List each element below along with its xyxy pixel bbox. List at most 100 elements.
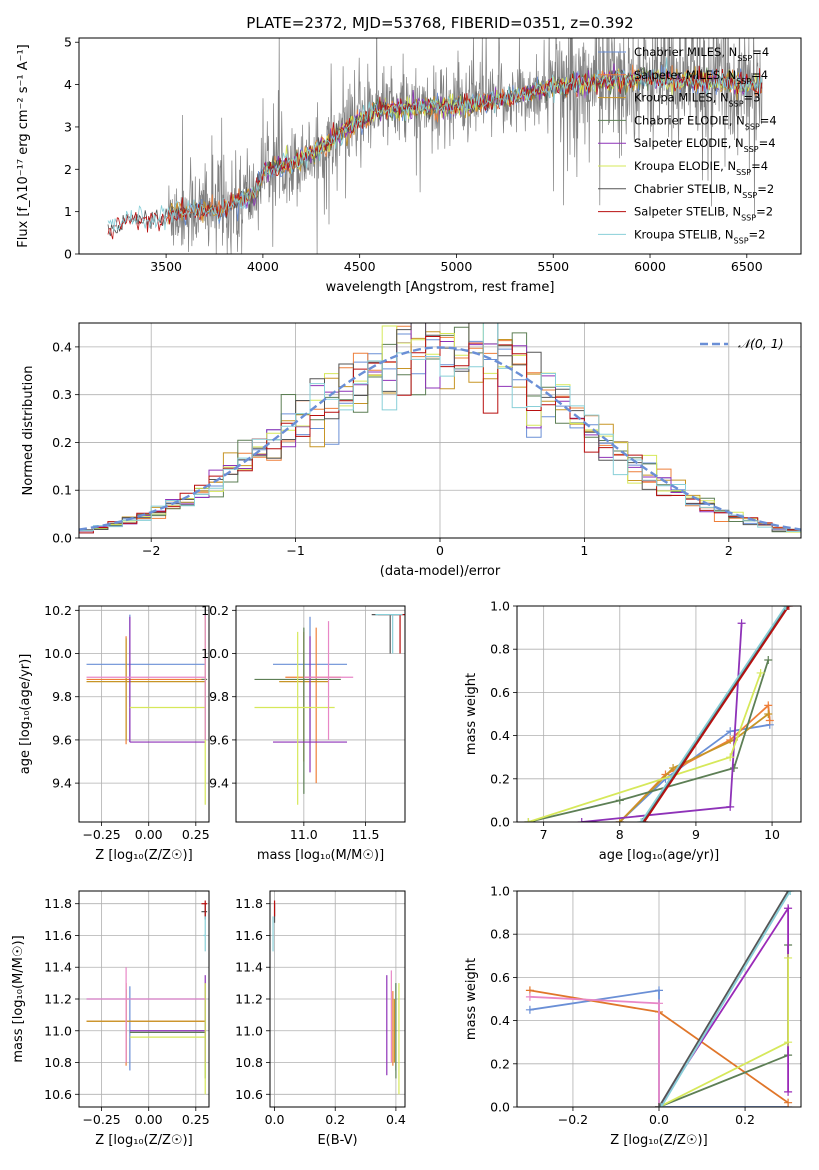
weight-line-chab_stelib <box>658 891 789 1107</box>
axes-frame <box>269 890 406 1108</box>
axis-label-x: Z [log₁₀(Z/Z☉)] <box>95 1133 192 1148</box>
tick-label-x: 0.2 <box>735 1112 755 1127</box>
tick-label-x: 7 <box>540 827 548 842</box>
axis-label-x: Z [log₁₀(Z/Z☉)] <box>95 848 192 863</box>
tick-label-x: 0.0 <box>649 1112 669 1127</box>
weight-line-krou_miles <box>619 713 769 822</box>
tick-label-y: 11.8 <box>235 896 263 911</box>
tick-label-y: 0.0 <box>490 815 510 830</box>
weight-vs-age-panel: 7 8 9 10 0.0 0.2 0.4 0.6 0.8 1.0 age [log₁₀(age/yr… <box>464 599 802 863</box>
tick-label-y: 9.4 <box>209 776 229 791</box>
axes-frame <box>78 890 210 1108</box>
weight-marker <box>764 701 773 710</box>
weight-line-chab_elodie <box>528 659 770 822</box>
axis-label-y: Flux [f_λ10⁻¹⁷ erg cm⁻² s⁻¹ A⁻¹] <box>16 44 31 248</box>
weight-marker <box>669 764 678 772</box>
tick-label-y: 0.1 <box>52 483 72 498</box>
weight-marker <box>726 727 735 736</box>
tick-label-x: 0.4 <box>386 1112 406 1127</box>
tick-label-x: 0.25 <box>182 827 210 842</box>
tick-label-x: 0.2 <box>325 1112 345 1127</box>
tick-label-y: 9.8 <box>209 689 229 704</box>
axis-label-x: wavelength [Angstrom, rest frame] <box>326 280 555 295</box>
histogram-salp_stelib <box>79 336 801 534</box>
weight-line-krou_stelib <box>660 891 791 1107</box>
axis-label-x: mass [log₁₀(M/M☉)] <box>257 848 384 863</box>
axis-label-x: age [log₁₀(age/yr)] <box>599 848 720 863</box>
tick-label-y: 0.6 <box>490 685 510 700</box>
legend-entry: Chabrier ELODIE, NSSP=4 <box>634 113 777 130</box>
tick-label-x: 5000 <box>441 259 473 274</box>
tick-label-y: 9.6 <box>209 732 229 747</box>
weight-marker <box>525 1005 534 1014</box>
age-vs-metallicity-panel: −0.25 0.00 0.25 9.4 9.6 9.8 10.0 10.2 Z [log₁₀(Z… <box>18 603 210 863</box>
axis-label-y: mass weight <box>464 958 479 1040</box>
tick-label-y: 11.0 <box>44 1023 72 1038</box>
normal-distribution-curve <box>78 346 802 531</box>
tick-label-y: 11.4 <box>235 960 263 975</box>
tick-label-x: 0.00 <box>135 1112 163 1127</box>
tick-label-x: 6500 <box>731 259 763 274</box>
tick-label-x: −0.25 <box>82 1112 120 1127</box>
tick-label-y: 0.0 <box>52 531 72 546</box>
weight-marker <box>781 606 790 610</box>
tick-label-y: 11.4 <box>44 960 72 975</box>
weight-marker <box>615 818 624 822</box>
weight-marker <box>655 986 663 995</box>
tick-label-y: 10.6 <box>44 1087 72 1102</box>
legend-entry: Salpeter MILES, NSSP=4 <box>634 68 768 86</box>
mass-vs-extinction-panel: 0.0 0.2 0.4 10.6 10.8 11.0 11.2 11.4 11.6 11.8 E(B… <box>235 890 406 1148</box>
tick-label-x: 1 <box>580 543 588 558</box>
figure-title: PLATE=2372, MJD=53768, FIBERID=0351, z=0… <box>246 14 633 32</box>
tick-label-y: 11.0 <box>235 1023 263 1038</box>
tick-label-y: 9.4 <box>52 776 72 791</box>
tick-label-y: 2 <box>64 162 72 177</box>
weight-marker <box>784 1087 793 1096</box>
tick-label-y: 11.2 <box>235 992 263 1007</box>
tick-label-x: 11.5 <box>352 827 380 842</box>
legend-entry: Chabrier STELIB, NSSP=2 <box>634 182 774 200</box>
legend-entry: Salpeter STELIB, NSSP=2 <box>634 205 773 223</box>
tick-label-x: 0.25 <box>182 1112 210 1127</box>
tick-label-x: 6000 <box>634 259 666 274</box>
weight-marker <box>784 606 793 610</box>
tick-label-y: 11.8 <box>44 896 72 911</box>
weight-marker <box>764 710 773 718</box>
axes-frame <box>78 37 802 255</box>
tick-label-x: 5500 <box>537 259 569 274</box>
tick-label-y: 1.0 <box>490 884 510 899</box>
weight-marker <box>784 953 793 962</box>
axes-frame <box>78 605 210 823</box>
axis-label-x: E(B-V) <box>317 1133 357 1148</box>
axis-label-y: mass weight <box>464 673 479 755</box>
tick-label-y: 0 <box>64 247 72 262</box>
axes-frame <box>516 890 802 1108</box>
axes-frame <box>78 322 802 539</box>
weight-marker <box>726 753 735 762</box>
tick-label-y: 11.6 <box>44 928 72 943</box>
weight-marker <box>615 796 624 805</box>
axis-label-x: (data-model)/error <box>380 564 501 579</box>
tick-label-x: 0 <box>436 543 444 558</box>
tick-label-x: 2 <box>725 543 733 558</box>
tick-label-x: −0.2 <box>558 1112 588 1127</box>
tick-label-y: 0.4 <box>490 728 510 743</box>
axis-label-y: Normed distribution <box>21 366 36 496</box>
tick-label-y: 0.8 <box>490 642 510 657</box>
age-vs-mass-panel: 11.0 11.5 9.4 9.6 9.8 10.0 10.2 mass [log₁₀(M/M… <box>201 603 406 863</box>
tick-label-y: 0.0 <box>490 1100 510 1115</box>
tick-label-y: 0.2 <box>490 771 510 786</box>
weight-line-salp_stelib <box>643 606 790 822</box>
weight-marker <box>737 619 746 628</box>
tick-label-y: 5 <box>64 35 72 50</box>
axis-label-x: Z [log₁₀(Z/Z☉)] <box>610 1133 707 1148</box>
weight-marker <box>525 992 534 1001</box>
tick-label-x: 4500 <box>344 259 376 274</box>
legend-entry: Kroupa MILES, NSSP=3 <box>634 91 760 109</box>
tick-label-y: 3 <box>64 119 72 134</box>
legend-entry: Kroupa ELODIE, NSSP=4 <box>634 159 768 177</box>
tick-label-y: 0.4 <box>490 1013 510 1028</box>
weight-vs-metallicity-panel: −0.2 0.0 0.2 0.0 0.2 0.4 0.6 0.8 1.0 Z [log₁₀(Z/Z… <box>464 884 802 1148</box>
